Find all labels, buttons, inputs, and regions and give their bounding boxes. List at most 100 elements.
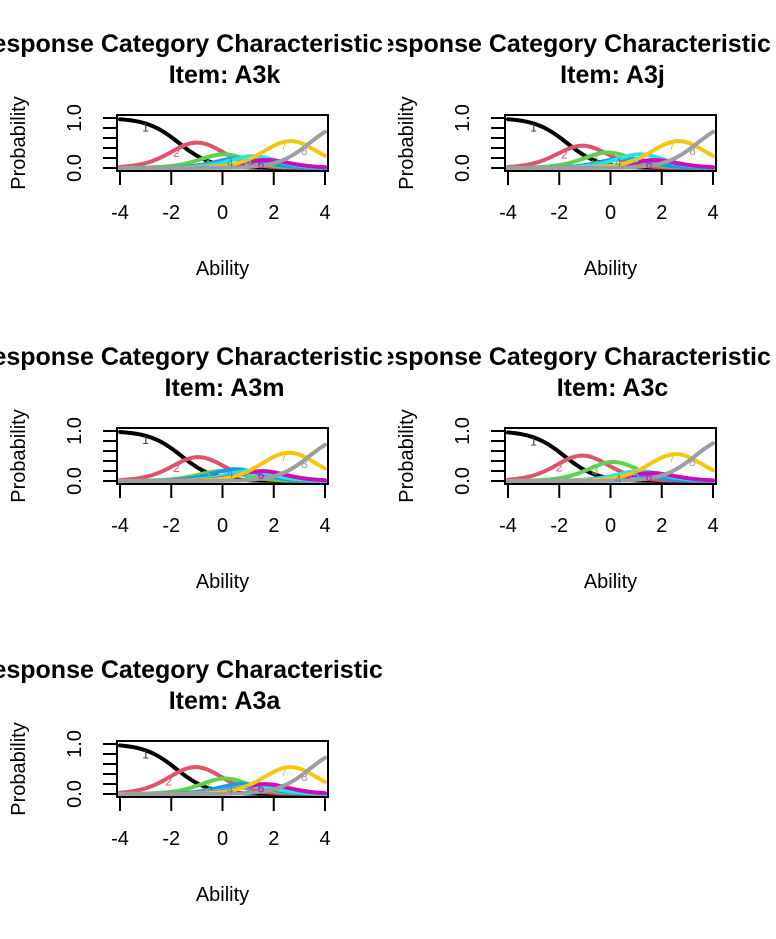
category-label: 6	[646, 470, 653, 484]
category-label: 6	[646, 157, 653, 171]
category-label: 7	[281, 139, 288, 153]
series-line-8	[118, 442, 327, 483]
x-tick-label: 4	[319, 515, 330, 537]
chart-subtitle: Item: A3m	[165, 374, 285, 402]
category-label: 2	[556, 461, 563, 475]
category-label: 3	[204, 779, 211, 793]
x-tick-label: -2	[162, 828, 180, 850]
x-tick-label: 0	[217, 828, 228, 850]
category-label: 1	[530, 434, 537, 448]
x-tick-label: -4	[499, 202, 517, 224]
y-tick-label: 1.0	[64, 417, 86, 445]
chart-subtitle: Item: A3k	[169, 61, 281, 89]
chart-subtitle: Item: A3j	[560, 61, 665, 89]
chart-subtitle: Item: A3c	[557, 374, 669, 402]
category-label: 7	[281, 765, 288, 779]
x-axis-label: Ability	[584, 258, 637, 280]
category-label: 4	[615, 473, 622, 487]
category-label: 1	[530, 121, 537, 135]
x-tick-label: -4	[111, 515, 129, 537]
category-label: 4	[227, 156, 234, 170]
x-tick-label: -4	[111, 828, 129, 850]
x-tick-label: 2	[268, 202, 279, 224]
chart-title: Response Category Characteristic Curves	[362, 30, 776, 58]
x-tick-label: 0	[217, 515, 228, 537]
x-tick-label: 2	[656, 515, 667, 537]
category-label: 3	[592, 152, 599, 166]
x-tick-label: 0	[605, 515, 616, 537]
series-line-8	[118, 129, 327, 170]
x-tick-label: -4	[111, 202, 129, 224]
chart-panel: Response Category Characteristic Curves I…	[0, 343, 475, 593]
category-label: 5	[245, 783, 252, 797]
category-label: 8	[689, 455, 696, 469]
category-label: 7	[669, 139, 676, 153]
category-label: 6	[258, 468, 265, 482]
category-label: 6	[258, 781, 265, 795]
y-tick-label: 0.0	[452, 154, 474, 182]
x-tick-label: -2	[162, 202, 180, 224]
category-label: 4	[227, 467, 234, 481]
category-label: 2	[173, 461, 180, 475]
category-label: 8	[301, 457, 308, 471]
category-label: 5	[633, 152, 640, 166]
x-tick-label: 2	[656, 202, 667, 224]
category-label: 5	[633, 468, 640, 482]
chart-title: Response Category Characteristic Curves	[0, 343, 475, 371]
y-tick-label: 0.0	[64, 154, 86, 182]
chart-title: Response Category Characteristic Curves	[0, 656, 475, 684]
series-line-8	[506, 441, 715, 483]
category-label: 6	[258, 157, 265, 171]
chart-panel: Response Category Characteristic Curves I…	[362, 30, 776, 280]
chart-panel: Response Category Characteristic Curves I…	[362, 343, 776, 593]
category-label: 4	[615, 156, 622, 170]
chart-title: Response Category Characteristic Curves	[0, 30, 475, 58]
x-axis-label: Ability	[196, 571, 249, 593]
category-label: 2	[173, 146, 180, 160]
x-tick-label: -4	[499, 515, 517, 537]
y-axis-label: Probability	[8, 722, 30, 815]
category-label: 3	[204, 470, 211, 484]
x-tick-label: 2	[268, 515, 279, 537]
y-tick-label: 0.0	[452, 467, 474, 495]
category-label: 3	[204, 154, 211, 168]
x-tick-label: -2	[550, 202, 568, 224]
y-tick-label: 1.0	[452, 417, 474, 445]
category-label: 2	[165, 775, 172, 789]
category-label: 7	[669, 451, 676, 465]
category-label: 5	[245, 154, 252, 168]
y-tick-label: 1.0	[64, 730, 86, 758]
category-label: 4	[227, 782, 234, 796]
x-tick-label: 2	[268, 828, 279, 850]
x-tick-label: -2	[162, 515, 180, 537]
category-label: 8	[301, 770, 308, 784]
x-tick-label: 0	[605, 202, 616, 224]
y-tick-label: 0.0	[64, 467, 86, 495]
y-axis-label: Probability	[8, 96, 30, 189]
x-tick-label: 4	[707, 202, 718, 224]
category-label: 3	[592, 463, 599, 477]
category-label: 1	[142, 121, 149, 135]
y-tick-label: 0.0	[64, 780, 86, 808]
y-axis-label: Probability	[8, 409, 30, 502]
category-label: 7	[281, 450, 288, 464]
x-tick-label: 4	[319, 828, 330, 850]
chart-title: Response Category Characteristic Curves	[362, 343, 776, 371]
category-label: 5	[245, 468, 252, 482]
category-label: 8	[689, 144, 696, 158]
series-line-8	[506, 129, 715, 170]
y-axis-label: Probability	[396, 96, 418, 189]
category-label: 8	[301, 144, 308, 158]
series-line-8	[118, 755, 327, 796]
x-axis-label: Ability	[584, 571, 637, 593]
chart-subtitle: Item: A3a	[169, 687, 282, 715]
x-axis-label: Ability	[196, 258, 249, 280]
y-axis-label: Probability	[396, 409, 418, 502]
chart-panel: Response Category Characteristic Curves I…	[0, 656, 475, 906]
x-tick-label: 4	[319, 202, 330, 224]
x-axis-label: Ability	[196, 884, 249, 906]
category-label: 1	[142, 747, 149, 761]
category-label: 2	[561, 148, 568, 162]
category-label: 1	[142, 433, 149, 447]
